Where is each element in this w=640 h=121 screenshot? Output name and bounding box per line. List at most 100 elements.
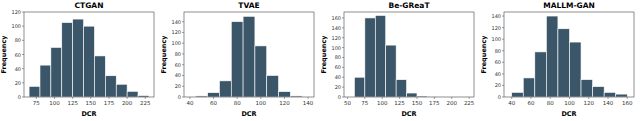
- y-tick: [22, 40, 24, 41]
- bar: [62, 23, 73, 97]
- x-tick: [569, 97, 570, 99]
- title: Be-GReaT: [388, 1, 430, 10]
- bar: [581, 80, 593, 97]
- bar: [94, 56, 105, 97]
- x-tick-label: 225: [464, 100, 475, 106]
- bars: [512, 16, 628, 97]
- x-tick: [364, 97, 365, 99]
- x-tick-label: 225: [140, 100, 151, 106]
- y-tick-label: 140: [491, 13, 501, 19]
- x-tick: [54, 97, 55, 99]
- y-tick: [342, 67, 344, 68]
- x-tick-label: 150: [412, 100, 423, 106]
- y-tick-label: 20: [495, 82, 501, 88]
- y-tick-label: 0: [338, 94, 341, 100]
- x-tick: [127, 97, 128, 99]
- y-tick: [22, 82, 24, 83]
- y-tick-label: 60: [495, 59, 501, 65]
- x-tick: [434, 97, 435, 99]
- x-tick-label: 40: [508, 100, 515, 106]
- y-tick: [182, 43, 184, 44]
- y-tick: [22, 12, 24, 13]
- x-tick-label: 75: [33, 100, 40, 106]
- y-tick-label: 80: [495, 48, 501, 54]
- x-tick: [550, 97, 551, 99]
- y-tick-label: 120: [171, 29, 181, 35]
- y-tick-label: 120: [331, 35, 341, 41]
- bar: [407, 93, 417, 97]
- y-tick: [182, 53, 184, 54]
- y-tick: [342, 27, 344, 28]
- y-tick: [182, 75, 184, 76]
- x-tick-label: 40: [186, 100, 193, 106]
- y-tick-label: 140: [331, 25, 341, 31]
- y-tick: [342, 97, 344, 98]
- y-tick-label: 40: [335, 74, 341, 80]
- y-tick: [182, 32, 184, 33]
- y-tick-label: 40: [15, 66, 21, 72]
- x-tick: [72, 97, 73, 99]
- bar: [279, 92, 291, 97]
- x-tick: [530, 97, 531, 99]
- x-tick-label: 120: [279, 100, 290, 106]
- y-tick-label: 160: [331, 15, 341, 21]
- y-tick: [502, 27, 504, 28]
- y-tick: [502, 39, 504, 40]
- y-tick-label: 60: [15, 52, 21, 58]
- y-tick: [182, 64, 184, 65]
- x-tick-label: 175: [104, 100, 115, 106]
- x-tick: [237, 97, 238, 99]
- x-tick: [284, 97, 285, 99]
- panel: 5075100125150175200225020406080100120140…: [320, 1, 475, 118]
- y-tick: [502, 62, 504, 63]
- bar: [523, 78, 535, 97]
- bar: [127, 91, 138, 97]
- y-tick: [502, 97, 504, 98]
- bar: [84, 26, 95, 97]
- y-tick-label: 140: [171, 19, 181, 25]
- bar: [593, 87, 605, 97]
- bar: [365, 18, 375, 97]
- frame: [504, 12, 634, 97]
- x-tick-label: 175: [429, 100, 440, 106]
- x-tick: [451, 97, 452, 99]
- x-tick-label: 100: [564, 100, 575, 106]
- x-tick-label: 200: [122, 100, 133, 106]
- y-tick-label: 20: [175, 83, 181, 89]
- bar: [616, 94, 628, 97]
- x-tick-label: 120: [583, 100, 594, 106]
- y-tick-label: 120: [11, 9, 21, 15]
- bar: [267, 75, 279, 97]
- bar: [105, 76, 116, 97]
- bar: [255, 46, 267, 97]
- x-tick-label: 140: [303, 100, 314, 106]
- bar: [512, 92, 524, 97]
- frame: [24, 12, 154, 97]
- y-tick-label: 80: [335, 54, 341, 60]
- bar: [558, 29, 570, 97]
- y-label: Frequency: [160, 35, 168, 74]
- x-tick: [399, 97, 400, 99]
- y-tick-label: 80: [15, 37, 21, 43]
- x-label: DCR: [561, 110, 576, 118]
- y-tick-label: 60: [335, 64, 341, 70]
- x-tick: [308, 97, 309, 99]
- y-tick: [502, 85, 504, 86]
- y-tick-label: 20: [335, 84, 341, 90]
- y-tick: [22, 68, 24, 69]
- x-tick-label: 60: [210, 100, 217, 106]
- x-tick: [511, 97, 512, 99]
- panel: 406080100120140020406080100120140TVAEDCR…: [160, 1, 314, 118]
- y-label: Frequency: [0, 35, 8, 74]
- frame: [344, 12, 474, 97]
- bars: [196, 16, 302, 97]
- x-tick: [90, 97, 91, 99]
- y-tick-label: 100: [491, 36, 501, 42]
- bar: [354, 77, 364, 97]
- bar: [29, 86, 40, 97]
- x-tick-label: 125: [67, 100, 78, 106]
- x-tick-label: 100: [377, 100, 388, 106]
- x-tick: [145, 97, 146, 99]
- x-tick-label: 80: [547, 100, 554, 106]
- x-tick-label: 60: [527, 100, 534, 106]
